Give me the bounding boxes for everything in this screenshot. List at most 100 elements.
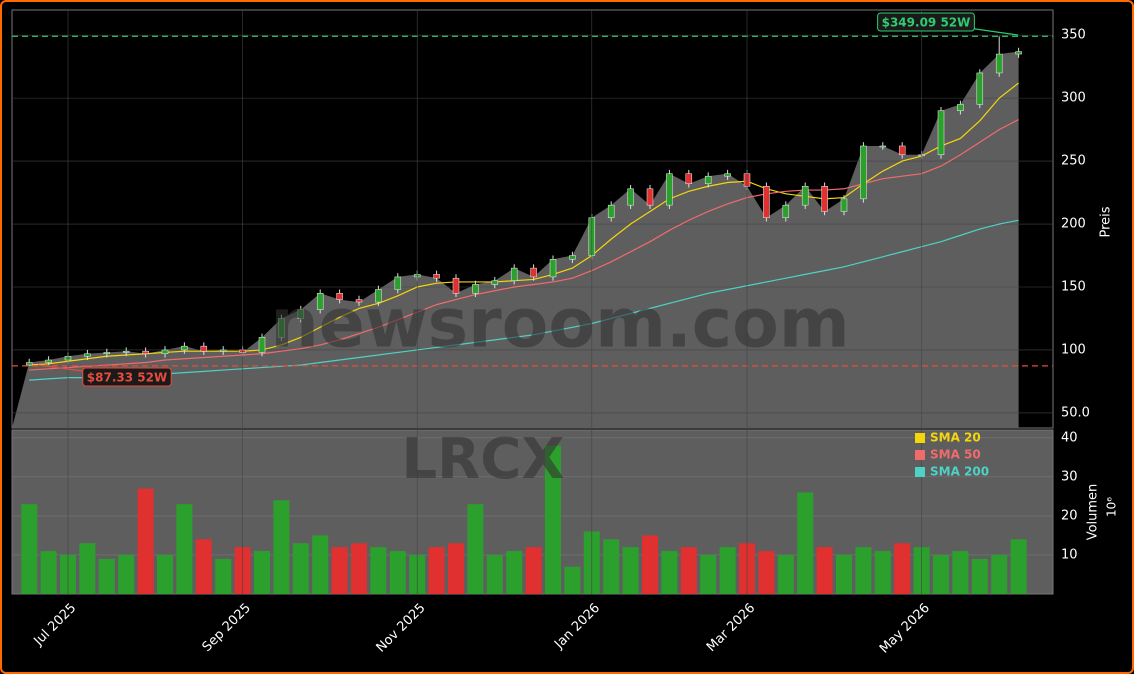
candle-body [995, 53, 1003, 74]
candle-body [646, 188, 654, 206]
candle-body [45, 359, 52, 363]
candle-body [898, 145, 906, 156]
candle-body [704, 175, 712, 184]
candle-body [860, 145, 867, 200]
candle-body [452, 277, 460, 294]
axis-offset-label: 10⁶ [1105, 497, 1119, 517]
volume-bar [292, 543, 309, 594]
volume-bar [98, 558, 115, 594]
y-axis-label: Preis [1099, 206, 1114, 237]
volume-bar [680, 547, 697, 594]
volume-bar [40, 551, 57, 594]
candle-body [840, 198, 848, 212]
volume-bar [836, 554, 852, 594]
volume-bar [331, 547, 348, 594]
candle-body [122, 350, 130, 353]
volume-bar [506, 551, 523, 594]
volume-bar [991, 554, 1008, 594]
candle-body [976, 72, 984, 105]
candle-body [142, 350, 149, 354]
y-tick-label: 150 [1061, 279, 1086, 294]
volume-bar [389, 551, 406, 594]
y-tick-label: 50.0 [1061, 405, 1090, 420]
x-tick-label: Jan 2026 [551, 601, 603, 653]
candle-body [491, 280, 499, 285]
volume-bar [797, 492, 814, 594]
volume-bar [467, 504, 484, 594]
x-tick-label: Sep 2025 [200, 601, 254, 655]
volume-bar [118, 554, 135, 594]
volume-bar [874, 551, 891, 594]
y-tick-label: 250 [1061, 154, 1086, 169]
watermark: LRCX [401, 427, 564, 492]
volume-plot [12, 437, 1053, 594]
sma-line [29, 119, 1019, 371]
candle-body [161, 349, 169, 354]
candle-body [763, 186, 770, 218]
annotation-box [82, 367, 172, 387]
candle-body [1015, 51, 1022, 55]
candle-body [937, 110, 945, 156]
volume-bar [777, 554, 794, 594]
legend-swatch [915, 433, 925, 443]
y-tick-label: 40 [1061, 430, 1078, 445]
candle-body [801, 186, 809, 206]
volume-bar [157, 554, 173, 594]
candle-body [355, 299, 363, 303]
volume-bar [486, 554, 503, 594]
watermark: newsroom.com [270, 285, 849, 364]
sma-line [29, 219, 1019, 381]
candle-body [258, 337, 266, 353]
candle-body [607, 204, 615, 218]
legend-swatch [915, 450, 925, 460]
candle-body [200, 345, 208, 352]
candle-body [530, 267, 537, 278]
volume-bar [642, 535, 658, 594]
volume-bar [1010, 539, 1027, 594]
annotation-label: $87.33 52W [87, 371, 167, 385]
legend-label: SMA 200 [930, 465, 989, 479]
legend-swatch [915, 467, 925, 477]
candle-body [316, 293, 324, 310]
volume-bar [894, 543, 911, 594]
candle-body [724, 173, 731, 177]
candle-body [549, 259, 557, 278]
volume-bar [370, 547, 387, 594]
volume-bar [525, 547, 542, 594]
volume-bar [816, 547, 833, 594]
candle-body [103, 352, 111, 354]
legend-label: SMA 50 [930, 448, 981, 462]
volume-bar [195, 539, 212, 594]
volume-bar [971, 558, 988, 594]
volume-bar [933, 554, 949, 594]
volume-bar [448, 543, 464, 594]
candle-body [297, 309, 305, 319]
candle-body [510, 267, 518, 281]
candle-body [569, 255, 576, 260]
volume-bar [351, 543, 367, 594]
volume-bar [312, 535, 329, 594]
x-tick-label: May 2026 [877, 601, 933, 657]
volume-bar [700, 554, 717, 594]
volume-bar [564, 566, 581, 594]
volume-bar [79, 543, 96, 594]
volume-bar [545, 445, 561, 594]
candle-body [181, 345, 188, 351]
volume-bar [603, 539, 620, 594]
y-tick-label: 200 [1061, 217, 1086, 232]
candle-body [957, 104, 964, 111]
volume-bar [137, 488, 154, 594]
candle-body [219, 349, 227, 352]
annotation-label: $349.09 52W [882, 16, 971, 30]
y-tick-label: 350 [1061, 28, 1086, 43]
candle-body [25, 362, 33, 366]
price-area [12, 51, 1019, 428]
y-tick-label: 100 [1061, 342, 1086, 357]
candle-body [666, 173, 673, 206]
candle-body [782, 204, 790, 218]
y-tick-label: 30 [1061, 469, 1078, 484]
volume-bar [952, 551, 969, 594]
candle-body [685, 173, 693, 184]
candle-body [375, 289, 382, 303]
